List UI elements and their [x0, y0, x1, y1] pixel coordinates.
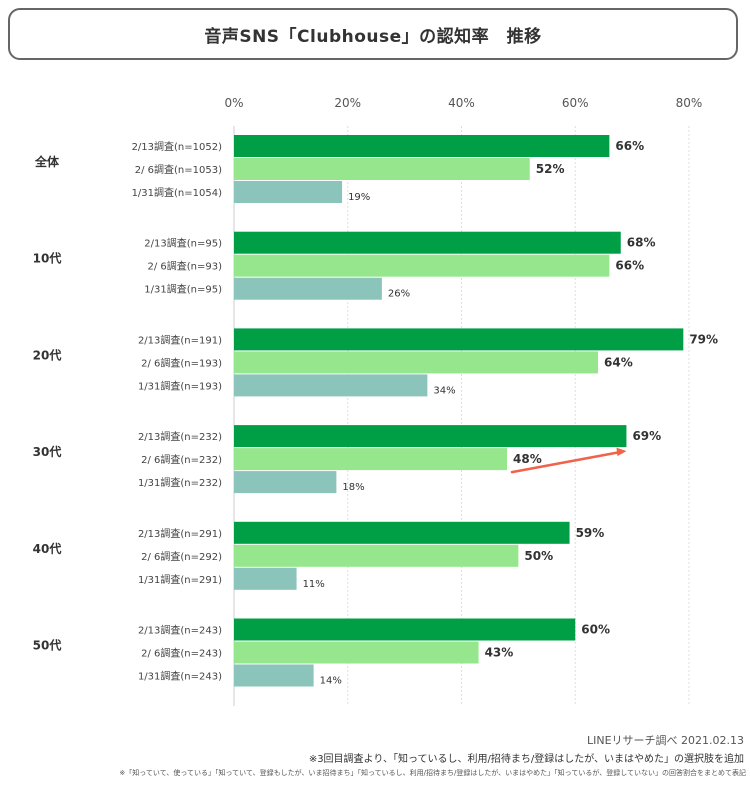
group-label: 30代	[33, 444, 62, 459]
x-tick-label: 80%	[676, 96, 703, 110]
data-label: 68%	[627, 236, 656, 250]
bar-category-label: 2/ 6調査(n=93)	[147, 260, 222, 273]
bar-category-label: 2/13調査(n=1052)	[132, 140, 223, 153]
bar	[234, 448, 507, 471]
x-tick-label: 20%	[334, 96, 361, 110]
source-note: LINEリサーチ調べ 2021.02.13	[586, 734, 744, 747]
bar	[234, 544, 519, 567]
bar-category-label: 2/ 6調査(n=1053)	[135, 163, 222, 176]
bar-chart: 0% 20% 40% 60% 80% 全体 2/13調査(n=1052) 66% 2/ 6調査(…	[33, 96, 718, 706]
bar	[234, 254, 610, 277]
data-label: 34%	[433, 385, 455, 396]
bar-category-label: 2/ 6調査(n=292)	[141, 550, 222, 563]
data-label: 11%	[303, 579, 325, 590]
bar-category-label: 1/31調査(n=1054)	[132, 186, 223, 199]
bar	[234, 135, 610, 157]
x-tick-label: 40%	[448, 96, 475, 110]
annotation-arrow-line	[510, 451, 620, 474]
data-label: 66%	[615, 139, 644, 153]
data-label: 26%	[388, 289, 410, 300]
group-label: 20代	[33, 347, 62, 362]
bar	[234, 158, 530, 180]
bar-category-label: 1/31調査(n=232)	[138, 476, 222, 489]
data-label: 66%	[615, 259, 644, 273]
annotation-arrow-head	[616, 447, 627, 457]
data-label: 60%	[581, 623, 610, 637]
bar-category-label: 2/13調査(n=191)	[138, 333, 222, 346]
group-label: 10代	[33, 251, 62, 266]
x-tick-label: 0%	[224, 96, 243, 110]
data-label: 59%	[576, 526, 605, 540]
bar-category-label: 1/31調査(n=291)	[138, 573, 222, 586]
bar	[234, 181, 343, 203]
bar-category-label: 2/13調査(n=232)	[138, 430, 222, 443]
data-label: 14%	[320, 676, 342, 687]
bar	[234, 374, 428, 397]
group-label: 40代	[33, 541, 62, 556]
bar-category-label: 1/31調査(n=243)	[138, 670, 222, 683]
chart-title-box: 音声SNS「Clubhouse」の認知率 推移	[8, 8, 738, 60]
footnote-1: ※3回目調査より、「知っているし、利用/招待まち/登録はしたが、いまはやめた」の…	[308, 754, 744, 765]
bar-category-label: 2/13調査(n=95)	[144, 237, 222, 250]
bar	[234, 641, 479, 664]
bar	[234, 425, 627, 448]
group-label: 全体	[34, 154, 60, 169]
bar-category-label: 1/31調査(n=193)	[138, 379, 222, 392]
footnote-2: ※「知っていて、使っている」「知っていて、登録もしたが、いま招待まち」「知ってい…	[119, 769, 746, 777]
data-label: 50%	[524, 549, 553, 563]
bar	[234, 328, 684, 351]
data-label: 69%	[632, 429, 661, 443]
bar	[234, 521, 570, 544]
bar	[234, 471, 337, 494]
bar-category-label: 2/13調査(n=291)	[138, 527, 222, 540]
group-label: 50代	[33, 638, 62, 653]
bar-category-label: 1/31調査(n=95)	[144, 283, 222, 296]
chart-title: 音声SNS「Clubhouse」の認知率 推移	[204, 26, 542, 47]
data-label: 18%	[342, 482, 364, 493]
data-label: 43%	[485, 646, 514, 660]
data-label: 52%	[536, 162, 565, 176]
data-label: 64%	[604, 355, 633, 369]
bar-category-label: 2/ 6調査(n=243)	[141, 647, 222, 660]
bar-category-label: 2/ 6調査(n=232)	[141, 453, 222, 466]
data-label: 19%	[348, 192, 370, 203]
data-label: 48%	[513, 452, 542, 466]
bar-category-label: 2/13調査(n=243)	[138, 624, 222, 637]
bar	[234, 567, 297, 590]
x-tick-label: 60%	[562, 96, 589, 110]
bar	[234, 664, 314, 687]
data-label: 79%	[689, 332, 718, 346]
bar	[234, 351, 598, 374]
bar	[234, 231, 621, 254]
bar	[234, 277, 382, 300]
bar-category-label: 2/ 6調査(n=193)	[141, 356, 222, 369]
bar	[234, 618, 576, 641]
